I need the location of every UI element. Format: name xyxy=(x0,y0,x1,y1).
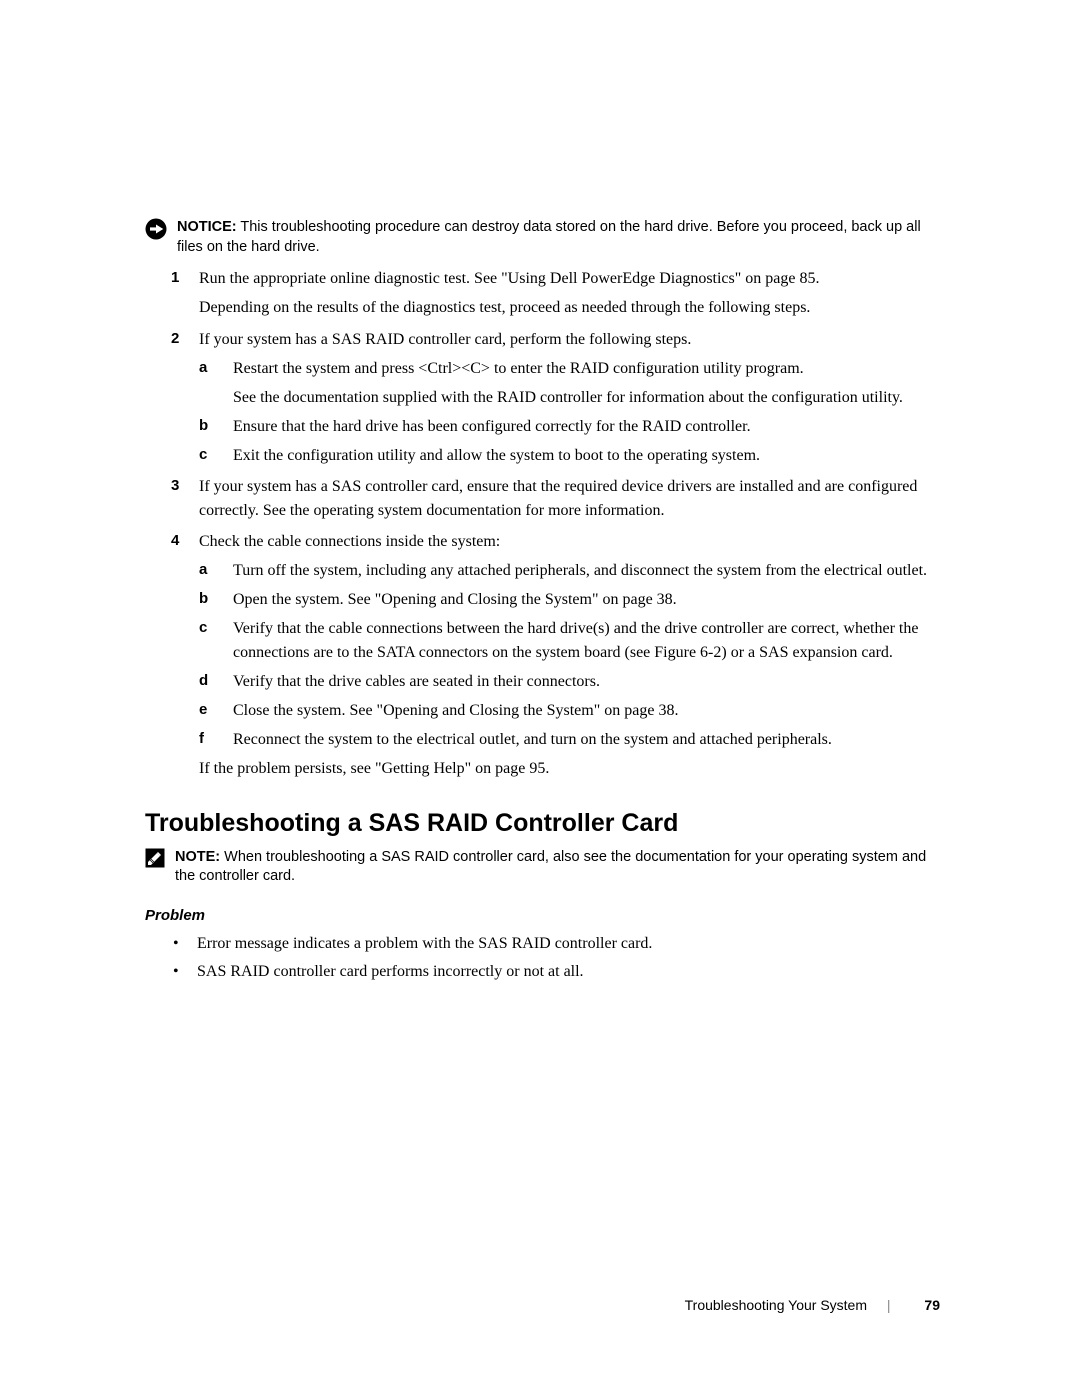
substep-4c: c Verify that the cable connections betw… xyxy=(199,617,940,663)
substep-letter: c xyxy=(199,444,207,466)
problem-bullets: Error message indicates a problem with t… xyxy=(173,932,940,984)
step-2-substeps: a Restart the system and press <Ctrl><C>… xyxy=(199,357,940,468)
substep-letter: f xyxy=(199,728,204,750)
note-text: NOTE: When troubleshooting a SAS RAID co… xyxy=(175,848,940,887)
section-title: Troubleshooting a SAS RAID Controller Ca… xyxy=(145,809,940,838)
notice-text: NOTICE: This troubleshooting procedure c… xyxy=(177,218,940,257)
substep-text: Turn off the system, including any attac… xyxy=(233,562,927,579)
step-text: If your system has a SAS controller card… xyxy=(199,478,917,518)
footer-section: Troubleshooting Your System xyxy=(685,1297,867,1313)
step-4-substeps: a Turn off the system, including any att… xyxy=(199,559,940,751)
notice-body: This troubleshooting procedure can destr… xyxy=(177,219,921,255)
substep-4b: b Open the system. See "Opening and Clos… xyxy=(199,588,940,611)
step-2: 2 If your system has a SAS RAID controll… xyxy=(171,328,940,468)
substep-letter: e xyxy=(199,699,207,721)
substep-4f: f Reconnect the system to the electrical… xyxy=(199,728,940,751)
step-text: If your system has a SAS RAID controller… xyxy=(199,331,691,348)
page-footer: Troubleshooting Your System | 79 xyxy=(685,1297,940,1313)
problem-heading: Problem xyxy=(145,907,940,924)
notice-block: NOTICE: This troubleshooting procedure c… xyxy=(145,218,940,257)
footer-page-number: 79 xyxy=(924,1297,940,1313)
step-number: 1 xyxy=(171,267,179,289)
substep-text: Verify that the cable connections betwee… xyxy=(233,620,918,660)
substep-letter: a xyxy=(199,559,207,581)
step-4: 4 Check the cable connections inside the… xyxy=(171,530,940,781)
note-pencil-icon xyxy=(145,848,165,873)
substep-text: Verify that the drive cables are seated … xyxy=(233,673,600,690)
step-1: 1 Run the appropriate online diagnostic … xyxy=(171,267,940,319)
substep-text: Restart the system and press <Ctrl><C> t… xyxy=(233,360,804,377)
note-label: NOTE: xyxy=(175,849,220,865)
substep-letter: d xyxy=(199,670,208,692)
substep-letter: b xyxy=(199,415,208,437)
substep-2c: c Exit the configuration utility and all… xyxy=(199,444,940,467)
note-body: When troubleshooting a SAS RAID controll… xyxy=(175,849,926,885)
substep-2b: b Ensure that the hard drive has been co… xyxy=(199,415,940,438)
step-number: 2 xyxy=(171,328,179,350)
problem-bullet: SAS RAID controller card performs incorr… xyxy=(173,960,940,984)
problem-bullet: Error message indicates a problem with t… xyxy=(173,932,940,956)
substep-4a: a Turn off the system, including any att… xyxy=(199,559,940,582)
footer-separator: | xyxy=(887,1297,891,1313)
substep-letter: a xyxy=(199,357,207,379)
substep-text: Close the system. See "Opening and Closi… xyxy=(233,702,678,719)
step-text: Run the appropriate online diagnostic te… xyxy=(199,270,820,287)
substep-text: Reconnect the system to the electrical o… xyxy=(233,731,832,748)
substep-text: Ensure that the hard drive has been conf… xyxy=(233,418,751,435)
substep-letter: b xyxy=(199,588,208,610)
substep-4d: d Verify that the drive cables are seate… xyxy=(199,670,940,693)
note-block: NOTE: When troubleshooting a SAS RAID co… xyxy=(145,848,940,887)
step-tail: If the problem persists, see "Getting He… xyxy=(199,757,940,780)
substep-text: Exit the configuration utility and allow… xyxy=(233,447,760,464)
substep-4e: e Close the system. See "Opening and Clo… xyxy=(199,699,940,722)
page-content: NOTICE: This troubleshooting procedure c… xyxy=(0,0,1080,984)
step-3: 3 If your system has a SAS controller ca… xyxy=(171,475,940,521)
substep-2a: a Restart the system and press <Ctrl><C>… xyxy=(199,357,940,409)
numbered-steps: 1 Run the appropriate online diagnostic … xyxy=(171,267,940,780)
step-text: Check the cable connections inside the s… xyxy=(199,533,500,550)
notice-arrow-icon xyxy=(145,218,167,245)
substep-text: See the documentation supplied with the … xyxy=(233,386,940,409)
step-number: 4 xyxy=(171,530,179,552)
substep-text: Open the system. See "Opening and Closin… xyxy=(233,591,677,608)
step-text: Depending on the results of the diagnost… xyxy=(199,296,940,319)
substep-letter: c xyxy=(199,617,207,639)
step-number: 3 xyxy=(171,475,179,497)
notice-label: NOTICE: xyxy=(177,219,237,235)
